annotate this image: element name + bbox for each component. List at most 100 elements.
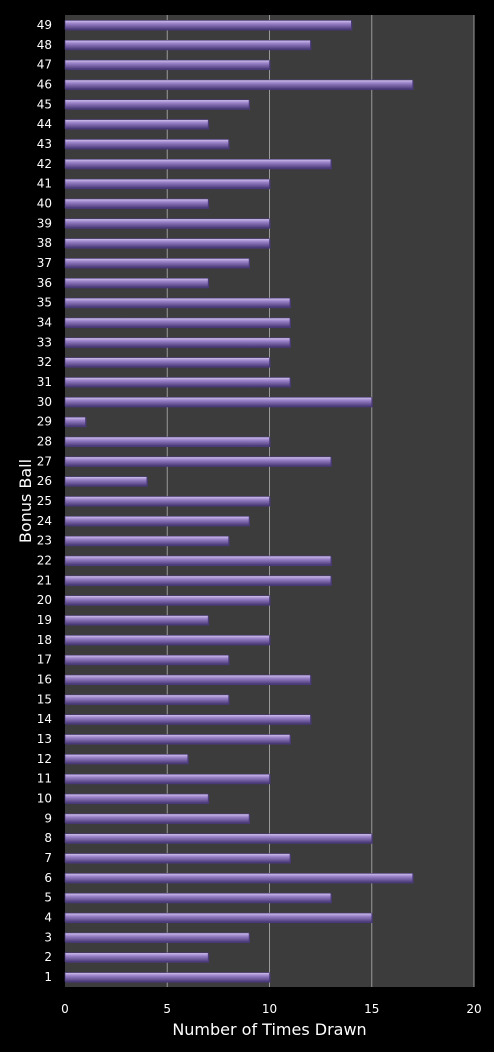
bar-face: [64, 555, 332, 566]
y-tick-label: 16: [37, 673, 52, 687]
bar-face: [64, 912, 373, 923]
bar-face: [64, 575, 332, 586]
y-tick-label: 48: [37, 38, 52, 52]
y-tick-label: 32: [37, 355, 52, 369]
y-tick-label: 45: [37, 97, 52, 111]
y-tick-labels: 1234567891011121314151617181920212223242…: [37, 18, 52, 984]
bar-31: [64, 377, 291, 388]
bar-45: [64, 99, 251, 110]
bar-face: [64, 516, 250, 526]
bar-35: [64, 297, 291, 309]
y-tick-label: 26: [37, 474, 52, 488]
y-axis-title: Bonus Ball: [16, 459, 35, 543]
bar-4: [64, 912, 373, 924]
y-tick-label: 19: [37, 613, 52, 627]
y-tick-label: 27: [37, 454, 52, 468]
bar-36: [64, 277, 210, 289]
y-tick-label: 12: [37, 752, 52, 766]
bar-41: [64, 178, 271, 190]
y-tick-label: 41: [37, 177, 52, 191]
y-tick-label: 2: [44, 950, 52, 964]
y-tick-label: 10: [37, 792, 52, 806]
y-tick-label: 14: [37, 712, 52, 726]
y-tick-label: 25: [37, 494, 52, 508]
bar-face: [64, 952, 209, 963]
bar-face: [64, 734, 291, 744]
bar-face: [64, 277, 209, 288]
bar-face: [64, 595, 270, 605]
bar-28: [64, 436, 271, 447]
bar-face: [64, 238, 270, 248]
bar-face: [64, 377, 291, 387]
bar-48: [64, 39, 312, 51]
bar-17: [64, 654, 230, 666]
bar-face: [64, 79, 413, 90]
y-tick-label: 28: [37, 434, 52, 448]
bar-face: [64, 397, 373, 407]
bar-face: [64, 813, 250, 824]
y-tick-label: 7: [44, 851, 52, 865]
bar-14: [64, 714, 312, 725]
bar-face: [64, 615, 209, 625]
bar-face: [64, 317, 291, 328]
bar-6: [64, 873, 414, 884]
bar-21: [64, 575, 332, 586]
bar-face: [64, 635, 270, 645]
y-tick-label: 47: [37, 58, 52, 72]
bar-34: [64, 317, 291, 328]
y-tick-label: 49: [37, 18, 52, 32]
bar-face: [64, 39, 311, 50]
y-tick-label: 29: [37, 415, 52, 429]
bar-face: [64, 892, 332, 903]
x-tick-label: 5: [163, 1002, 171, 1016]
bar-face: [64, 773, 270, 784]
y-tick-label: 42: [37, 157, 52, 171]
bar-30: [64, 397, 373, 408]
bar-8: [64, 833, 373, 844]
bar-face: [64, 714, 311, 725]
x-tick-label: 10: [262, 1002, 277, 1016]
bars: [64, 20, 414, 983]
bar-face: [64, 297, 291, 308]
y-tick-label: 6: [44, 871, 52, 885]
bar-22: [64, 555, 332, 567]
bar-face: [64, 754, 188, 764]
bar-20: [64, 595, 271, 606]
bar-42: [64, 158, 332, 170]
bar-43: [64, 139, 230, 150]
bar-25: [64, 496, 271, 507]
bar-face: [64, 139, 229, 149]
y-tick-label: 38: [37, 236, 52, 250]
bar-11: [64, 773, 271, 785]
y-tick-label: 30: [37, 395, 52, 409]
bar-19: [64, 615, 210, 626]
y-tick-label: 13: [37, 732, 52, 746]
bar-face: [64, 158, 332, 169]
bar-27: [64, 456, 332, 467]
bar-face: [64, 476, 148, 486]
bar-18: [64, 635, 271, 646]
y-tick-label: 36: [37, 276, 52, 290]
bar-face: [64, 337, 291, 348]
bar-face: [64, 218, 270, 229]
bar-face: [64, 932, 250, 943]
bar-13: [64, 734, 291, 745]
bar-26: [64, 476, 148, 487]
bar-face: [64, 833, 373, 844]
y-tick-label: 37: [37, 256, 52, 270]
y-tick-label: 1: [44, 970, 52, 984]
y-tick-label: 34: [37, 315, 52, 329]
y-tick-label: 9: [44, 811, 52, 825]
bar-37: [64, 258, 251, 269]
y-tick-label: 5: [44, 891, 52, 905]
bar-face: [64, 178, 270, 189]
bar-3: [64, 932, 251, 943]
y-tick-label: 31: [37, 375, 52, 389]
bar-12: [64, 754, 189, 765]
bar-38: [64, 238, 271, 249]
bar-1: [64, 972, 271, 983]
y-tick-label: 3: [44, 930, 52, 944]
bar-44: [64, 119, 210, 130]
bar-face: [64, 416, 86, 427]
